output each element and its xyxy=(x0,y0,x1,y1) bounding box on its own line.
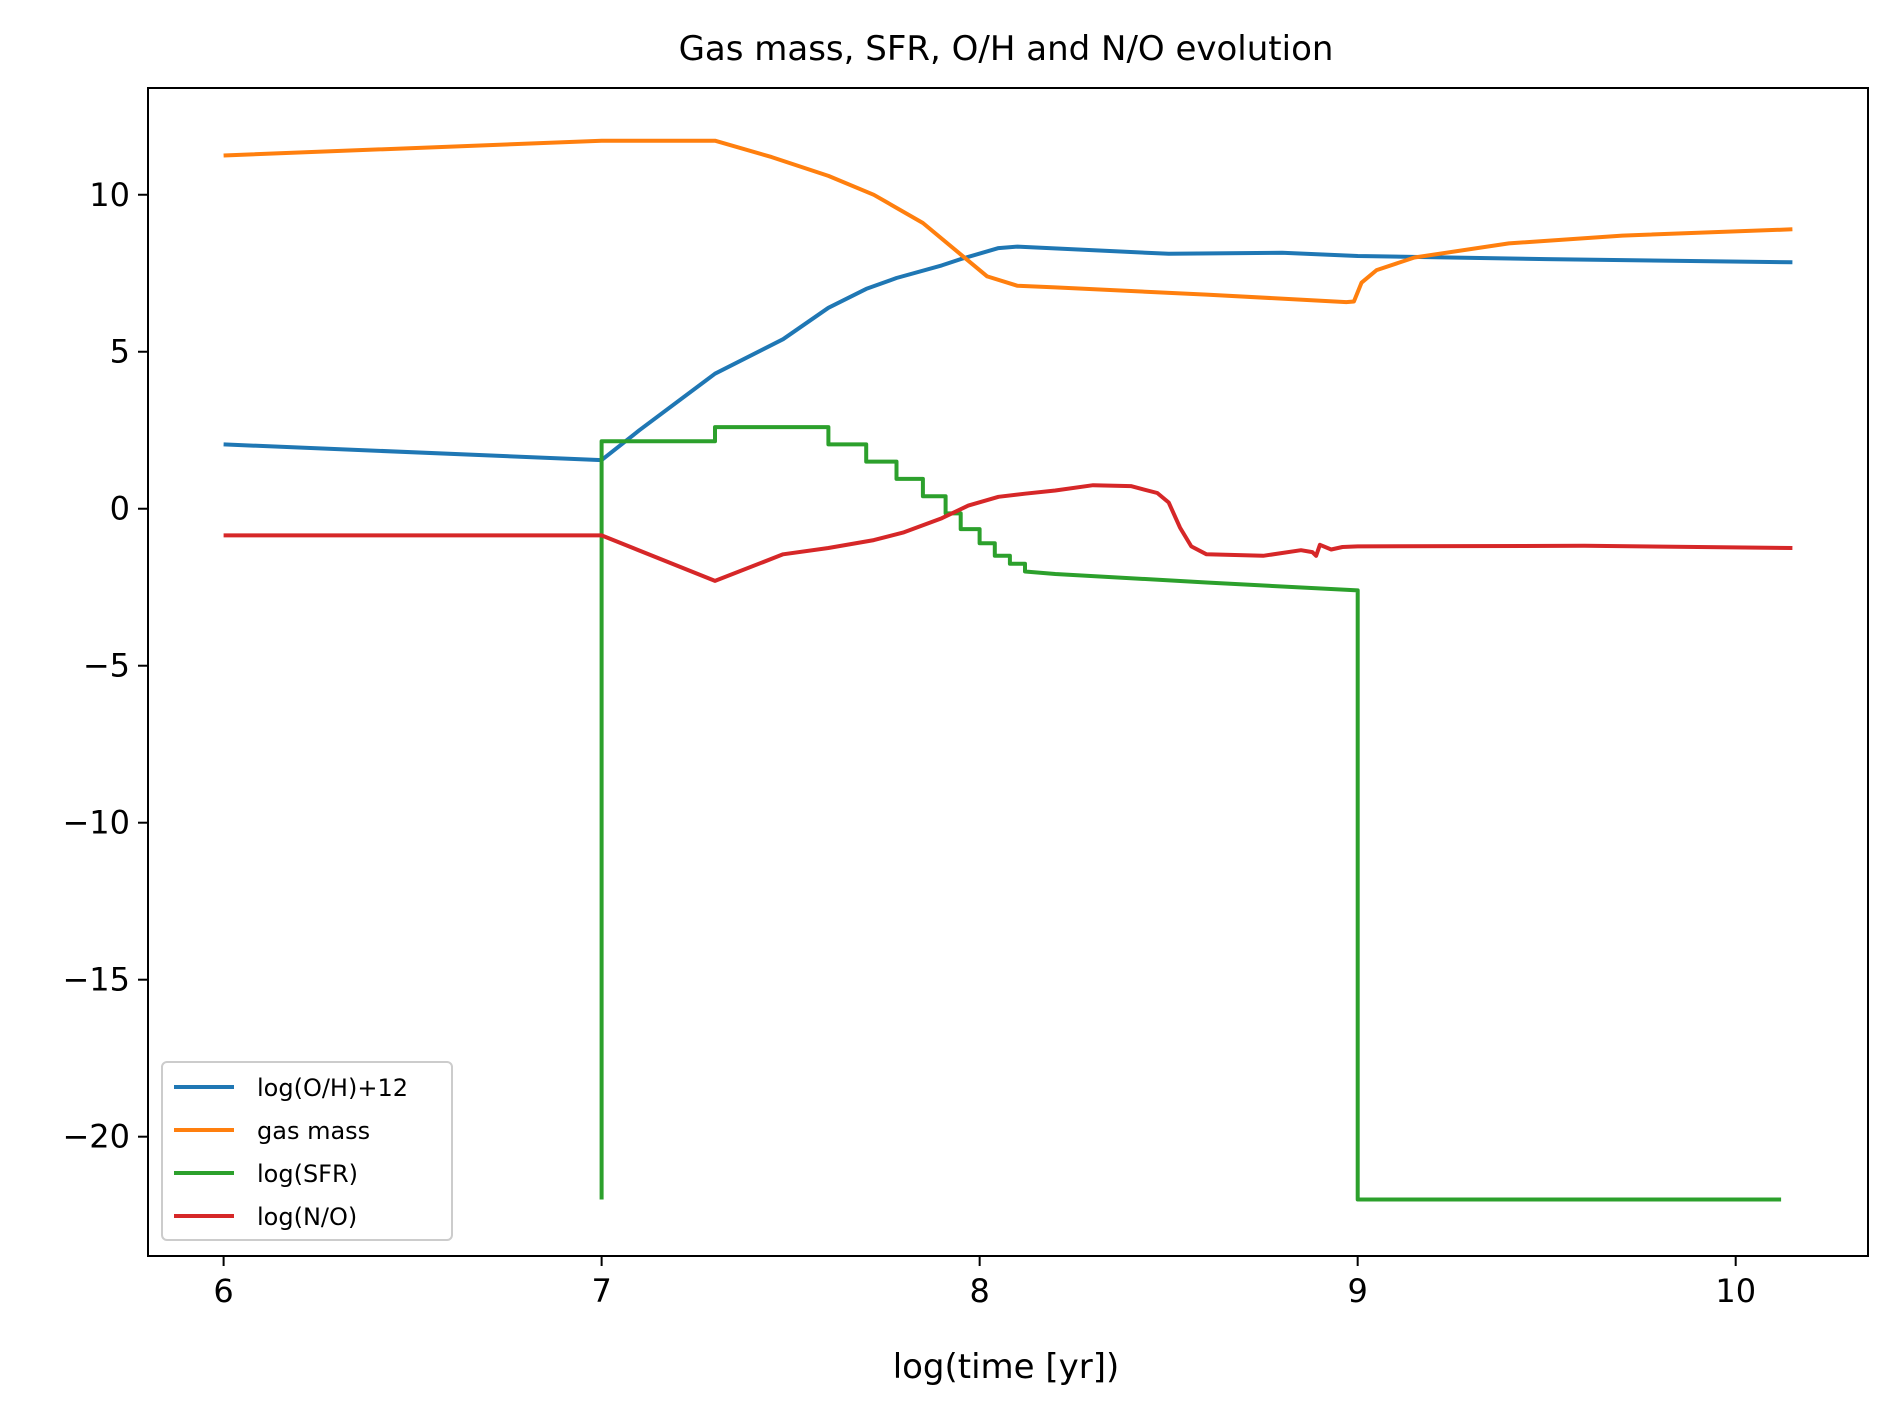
x-tick-label: 9 xyxy=(1347,1272,1367,1310)
legend: log(O/H)+12 gas mass log(SFR) log(N/O) xyxy=(161,1061,453,1241)
legend-label-2: gas mass xyxy=(257,1117,370,1145)
x-tick-label: 8 xyxy=(969,1272,989,1310)
y-tick-label: −10 xyxy=(62,804,130,842)
y-tick-label: 0 xyxy=(110,490,130,528)
y-tick-label: −20 xyxy=(62,1118,130,1156)
x-axis: 6 7 8 9 10 xyxy=(213,1256,1756,1310)
axes-frame xyxy=(147,87,1869,1257)
legend-box xyxy=(161,1061,453,1241)
series-line-1 xyxy=(223,244,1793,463)
x-tick-label: 7 xyxy=(591,1272,611,1310)
series-line-3 xyxy=(599,425,1782,1202)
x-axis-label: log(time [yr]) xyxy=(893,1347,1120,1387)
y-tick-label: −15 xyxy=(62,961,130,999)
y-tick-label: 5 xyxy=(110,333,130,371)
legend-label-3: log(SFR) xyxy=(257,1160,358,1188)
plot-area xyxy=(223,138,1793,1202)
x-tick-label: 10 xyxy=(1715,1272,1756,1310)
legend-label-4: log(N/O) xyxy=(257,1203,357,1231)
chart-title: Gas mass, SFR, O/H and N/O evolution xyxy=(679,29,1334,69)
y-tick-label: 10 xyxy=(89,176,130,214)
series-line-2 xyxy=(223,138,1793,305)
series-line-4 xyxy=(223,483,1793,583)
x-tick-label: 6 xyxy=(213,1272,233,1310)
y-tick-label: −5 xyxy=(83,647,130,685)
y-axis: 10 5 0 −5 −10 −15 −20 xyxy=(62,176,148,1156)
legend-label-1: log(O/H)+12 xyxy=(257,1074,408,1102)
